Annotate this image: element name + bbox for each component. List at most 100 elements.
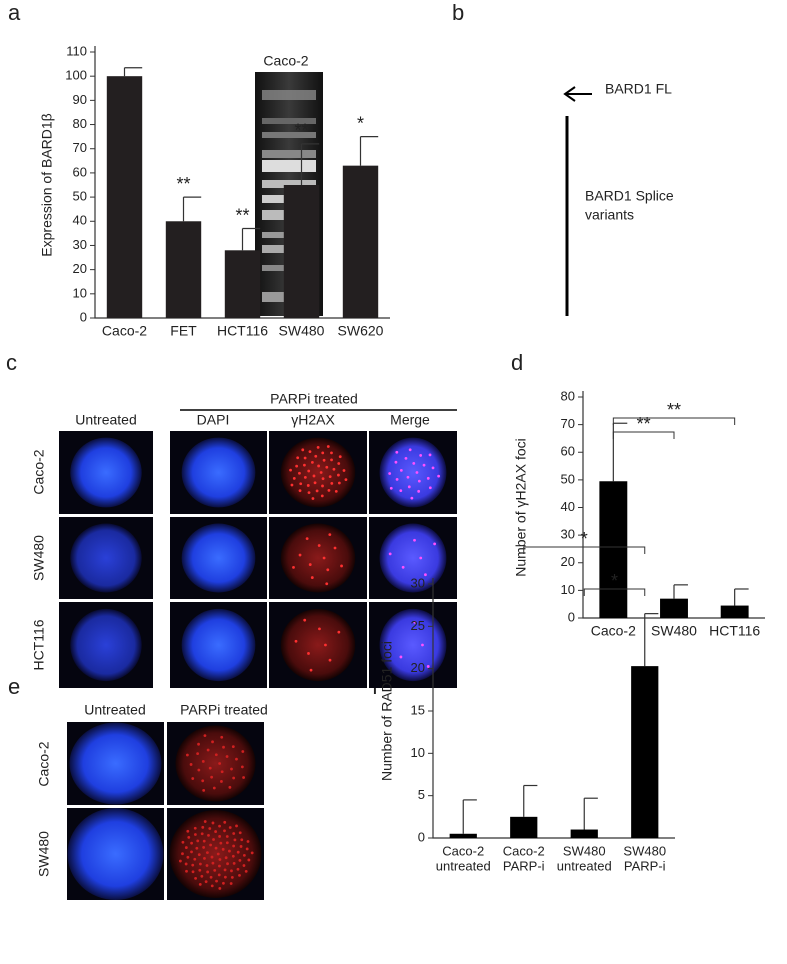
focus	[410, 496, 414, 500]
significance: **	[667, 400, 681, 420]
y-tick-label: 20	[73, 261, 87, 276]
focus	[220, 770, 224, 774]
focus	[428, 486, 432, 490]
focus	[211, 740, 214, 744]
panel-letter: e	[8, 674, 20, 699]
focus	[228, 826, 232, 829]
focus	[196, 752, 200, 756]
focus	[417, 479, 421, 483]
y-tick-label: 0	[568, 609, 575, 624]
focus	[389, 486, 393, 490]
focus	[401, 565, 405, 569]
focus	[295, 464, 299, 468]
focus	[197, 853, 201, 857]
focus	[242, 864, 246, 867]
bar	[342, 165, 379, 318]
group-header: PARPi treated	[270, 391, 358, 407]
y-tick-label: 20	[561, 554, 575, 569]
focus	[321, 477, 325, 481]
gel-lane-label: Caco-2	[263, 53, 308, 69]
focus	[242, 776, 245, 779]
focus	[303, 456, 307, 460]
row-label: SW480	[31, 535, 47, 581]
x-tick-label: HCT116	[709, 623, 760, 639]
focus	[344, 478, 348, 482]
column-header: PARPi treated	[180, 702, 268, 718]
focus	[315, 489, 319, 493]
focus	[399, 489, 403, 493]
focus	[195, 846, 199, 850]
focus	[198, 868, 202, 872]
row-label: SW480	[36, 831, 52, 877]
focus	[218, 835, 222, 838]
panel-letter: c	[6, 350, 17, 375]
focus	[203, 734, 207, 738]
focus	[191, 870, 195, 874]
focus	[342, 469, 346, 472]
significance: *	[581, 529, 588, 549]
focus	[187, 835, 191, 839]
nucleus	[70, 437, 142, 508]
focus	[242, 854, 246, 857]
bar	[510, 816, 538, 838]
column-header: Untreated	[75, 412, 136, 428]
column-header: DAPI	[197, 412, 230, 428]
focus	[214, 830, 218, 833]
focus	[210, 855, 214, 859]
focus	[201, 779, 205, 783]
y-tick-label: 20	[411, 660, 425, 675]
focus	[299, 482, 303, 486]
focus	[236, 867, 240, 871]
focus	[320, 494, 324, 498]
focus	[181, 840, 185, 844]
focus	[215, 879, 218, 883]
focus	[231, 854, 235, 858]
focus	[327, 488, 331, 492]
focus	[232, 844, 236, 848]
y-tick-label: 0	[418, 829, 425, 844]
focus	[232, 832, 236, 835]
focus	[202, 839, 206, 843]
focus	[312, 474, 316, 478]
column-header: Merge	[390, 412, 430, 428]
focus	[424, 573, 427, 577]
focus	[225, 841, 229, 845]
bar	[631, 666, 659, 838]
focus	[212, 786, 216, 790]
focus	[415, 471, 419, 474]
focus	[330, 481, 334, 485]
bracket	[612, 431, 675, 439]
micrographs	[59, 431, 457, 688]
bracket	[583, 588, 646, 596]
x-tick-label: SW480	[651, 623, 697, 639]
focus	[200, 832, 204, 836]
focus	[178, 859, 182, 863]
focus	[330, 451, 333, 455]
focus	[224, 856, 228, 860]
focus	[228, 785, 232, 789]
focus	[185, 869, 188, 873]
focus	[307, 652, 310, 655]
focus	[226, 862, 229, 866]
focus	[240, 765, 244, 769]
focus	[408, 448, 412, 452]
focus	[413, 538, 416, 542]
x-tick-label: SW480	[623, 843, 666, 858]
nucleus	[175, 725, 256, 802]
focus	[306, 484, 310, 487]
x-tick-label: PARP-i	[503, 858, 545, 873]
focus	[303, 463, 306, 467]
focus	[223, 829, 226, 833]
y-axis-label: Expression of BARD1β	[39, 113, 55, 256]
bar	[283, 185, 320, 318]
focus	[222, 881, 225, 885]
focus	[240, 838, 244, 842]
bar	[449, 833, 477, 838]
significance: *	[357, 113, 364, 133]
focus	[232, 861, 236, 865]
y-tick-label: 110	[66, 43, 87, 58]
focus	[328, 658, 332, 662]
column-header: Untreated	[84, 702, 145, 718]
focus	[310, 460, 314, 464]
focus	[202, 788, 206, 792]
